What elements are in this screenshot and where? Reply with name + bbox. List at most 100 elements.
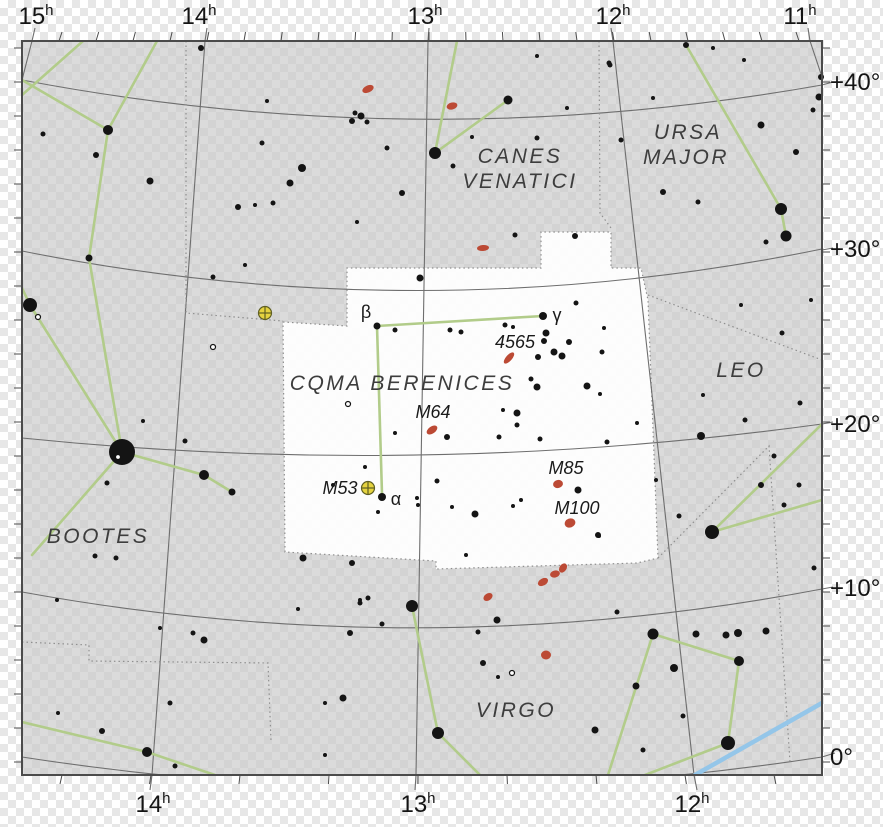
star [296, 607, 300, 611]
top-axis-tick [758, 31, 763, 42]
star [347, 630, 353, 636]
top-axis-tick [685, 31, 689, 42]
galaxy-marker [503, 352, 515, 364]
open-star [114, 453, 122, 461]
dec-label: +10° [830, 575, 880, 602]
star [635, 421, 639, 425]
constellation-line [651, 632, 741, 663]
galaxy-marker [550, 570, 560, 578]
constellation-boundary-dotted [185, 41, 284, 322]
star [597, 534, 601, 538]
star [572, 233, 578, 239]
gridline-stub [414, 774, 417, 791]
star [243, 263, 247, 267]
galaxy-marker [477, 244, 489, 252]
ra-gridline [22, 41, 33, 81]
star [757, 121, 765, 129]
gridline-stub [610, 27, 614, 42]
star [158, 626, 162, 630]
star [85, 254, 93, 262]
star [480, 660, 486, 666]
constellation-line [710, 422, 822, 534]
star [793, 149, 799, 155]
star [797, 400, 803, 406]
star [739, 303, 743, 307]
gridline-stub [427, 27, 430, 42]
star [167, 700, 173, 706]
star [355, 220, 359, 224]
galaxy-marker [426, 425, 438, 435]
star [692, 630, 700, 638]
star [701, 393, 705, 397]
ra-label-top: 13h [407, 2, 442, 30]
bottom-axis-tick [148, 774, 152, 785]
coma-berenices-boundary-region [282, 231, 659, 570]
star [379, 621, 385, 627]
star [299, 554, 307, 562]
star [393, 431, 397, 435]
star [683, 42, 689, 48]
constellation-label: BOOTES [47, 525, 150, 548]
bottom-axis-tick [59, 774, 63, 785]
top-axis-tick [58, 31, 63, 42]
object-label: 4565 [495, 332, 536, 352]
star [40, 131, 46, 137]
constellation-line [145, 750, 217, 775]
star [651, 96, 655, 100]
constellation-label: LEO [716, 359, 766, 382]
star [501, 408, 505, 412]
star [109, 439, 135, 465]
top-axis-tick [169, 31, 173, 42]
object-label: M53 [322, 478, 357, 498]
object-label: M100 [554, 498, 599, 518]
star [734, 656, 744, 666]
top-axis-tick [206, 31, 210, 42]
star [199, 470, 209, 480]
top-axis-tick [722, 31, 726, 42]
dec-gridline [22, 248, 822, 292]
constellation-line [87, 128, 110, 260]
star [542, 329, 550, 337]
gridline-stub [821, 586, 834, 590]
star [416, 503, 420, 507]
ra-gridline [809, 41, 822, 78]
star [93, 152, 99, 158]
star [358, 598, 362, 602]
star [796, 482, 802, 488]
star [810, 107, 816, 113]
star [496, 434, 502, 440]
galaxy-marker [362, 84, 374, 94]
globular-cluster-marker [257, 305, 273, 321]
star [512, 232, 518, 238]
ra-label-top: 15h [18, 2, 53, 30]
object-label: α [391, 489, 401, 509]
star [742, 58, 746, 62]
constellation-line [410, 604, 440, 735]
dec-gridline [22, 756, 822, 775]
star [607, 62, 613, 68]
constellation-line [433, 41, 459, 155]
star [235, 204, 241, 210]
star [503, 95, 513, 105]
star [734, 629, 742, 637]
star [141, 419, 145, 423]
star [378, 493, 386, 501]
constellation-label: CANES [478, 145, 563, 168]
gridline-stub [149, 774, 153, 791]
star [357, 112, 365, 120]
top-axis-tick [95, 31, 100, 42]
ra-label-bottom: 13h [400, 790, 435, 818]
star [286, 179, 294, 187]
constellation-line [375, 314, 545, 328]
star [113, 555, 119, 561]
star [384, 145, 390, 151]
constellation-line [726, 659, 741, 745]
star [415, 496, 419, 500]
top-axis-tick [648, 31, 652, 42]
star [722, 631, 730, 639]
star [228, 488, 236, 496]
constellation-label: VENATICI [462, 170, 577, 193]
star [640, 747, 646, 753]
star [357, 600, 363, 606]
chart-frame [21, 40, 823, 776]
